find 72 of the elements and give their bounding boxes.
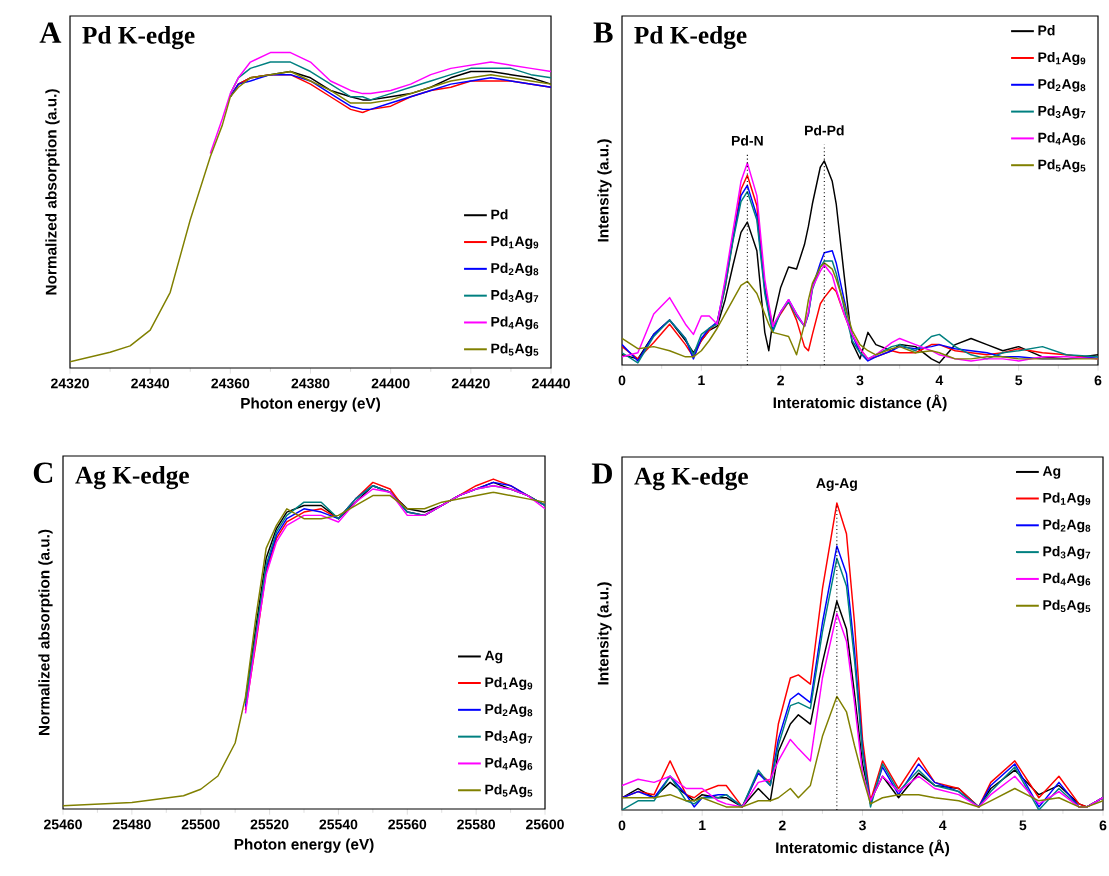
x-tick-label: 3 (856, 375, 864, 386)
x-tick-label: 6 (1094, 375, 1102, 386)
legend-label: Pd$_{5}$Ag$_{5}$ (1043, 599, 1091, 613)
x-tick-label: 1 (699, 820, 706, 831)
x-tick-label: 25480 (112, 819, 151, 830)
text: D (591, 463, 612, 484)
legend-label: Ag (1042, 466, 1061, 479)
y-axis-title: Intensity (a.u.) (597, 139, 612, 242)
x-tick-label: 25500 (181, 819, 220, 830)
legend-label: Pd$_{5}$Ag$_{5}$ (491, 343, 539, 357)
chart-title: Pd K-edge (634, 25, 747, 50)
x-axis-title: Interatomic distance (Å) (776, 839, 950, 857)
y-axis-title: Intensity (a.u.) (597, 582, 612, 685)
x-tick-label: 25540 (319, 819, 358, 830)
x-tick-label: 25600 (526, 819, 564, 830)
x-axis-title: Photon energy (eV) (234, 838, 374, 853)
legend-label: Pd$_{2}$Ag$_{8}$ (1043, 519, 1091, 533)
x-tick-label: 2 (778, 820, 786, 831)
legend-label: Pd$_{3}$Ag$_{7}$ (1038, 105, 1086, 119)
legend-label: Pd$_{1}$Ag$_{9}$ (1038, 51, 1086, 66)
x-axis-title: Photon energy (eV) (241, 397, 381, 412)
x-tick-label: 3 (858, 820, 866, 831)
y-axis-title: Normalized absorption (a.u.) (45, 89, 60, 295)
x-tick-label: 24420 (451, 378, 490, 389)
x-tick-label: 25520 (250, 819, 289, 830)
text: B (593, 22, 613, 43)
legend-label: Pd$_{2}$Ag$_{8}$ (485, 703, 533, 717)
ref-line-label: Pd-Pd (805, 125, 844, 136)
legend-label: Pd$_{4}$Ag$_{6}$ (491, 316, 539, 330)
x-tick-label: 4 (938, 820, 947, 831)
y-axis-title: Normalized absorption (a.u.) (38, 529, 53, 735)
x-tick-label: 24320 (51, 378, 89, 389)
x-tick-label: 6 (1099, 820, 1107, 831)
legend-label: Pd$_{4}$Ag$_{6}$ (1038, 132, 1086, 146)
chart-title: Ag K-edge (75, 466, 189, 490)
legend-label: Pd (1038, 25, 1055, 36)
ref-line-label: Ag-Ag (816, 478, 857, 491)
x-tick-label: 1 (698, 375, 705, 386)
x-tick-label: 24380 (291, 378, 330, 389)
legend-label: Pd$_{5}$Ag$_{5}$ (485, 784, 533, 798)
legend-label: Ag (484, 650, 503, 664)
x-tick-label: 25460 (44, 819, 82, 830)
legend-label: Pd$_{3}$Ag$_{7}$ (485, 730, 533, 744)
x-axis-title: Interatomic distance (Å) (773, 394, 947, 412)
x-tick-label: 25580 (457, 819, 496, 830)
ref-line-label: Pd-N (731, 135, 763, 146)
text: A (39, 22, 62, 43)
legend-label: Pd$_{4}$Ag$_{6}$ (485, 757, 533, 771)
x-tick-label: 24360 (211, 378, 250, 389)
legend-label: Pd$_{1}$Ag$_{9}$ (485, 676, 533, 691)
chart-title: Pd K-edge (82, 26, 195, 50)
legend-label: Pd (491, 209, 508, 220)
legend-label: Pd$_{3}$Ag$_{7}$ (491, 289, 539, 303)
chart-title: Ag K-edge (634, 467, 748, 491)
x-tick-label: 24400 (371, 378, 410, 389)
legend-label: Pd$_{1}$Ag$_{9}$ (491, 235, 539, 250)
x-tick-label: 4 (935, 375, 944, 386)
x-tick-label: 5 (1015, 375, 1023, 386)
legend-label: Pd$_{4}$Ag$_{6}$ (1043, 572, 1091, 586)
text: C (33, 462, 53, 484)
legend-label: Pd$_{1}$Ag$_{9}$ (1043, 492, 1091, 506)
x-tick-label: 0 (618, 820, 626, 831)
legend-label: Pd$_{3}$Ag$_{7}$ (1043, 546, 1091, 560)
x-tick-label: 5 (1019, 820, 1027, 831)
legend-label: Pd$_{2}$Ag$_{8}$ (1038, 78, 1086, 92)
x-tick-label: 25560 (388, 819, 427, 830)
x-tick-label: 0 (618, 375, 626, 386)
x-tick-label: 2 (777, 375, 784, 386)
legend-label: Pd$_{5}$Ag$_{5}$ (1038, 159, 1086, 173)
legend-label: Pd$_{2}$Ag$_{8}$ (491, 262, 539, 276)
x-tick-label: 24440 (532, 378, 570, 389)
x-tick-label: 24340 (131, 378, 170, 389)
